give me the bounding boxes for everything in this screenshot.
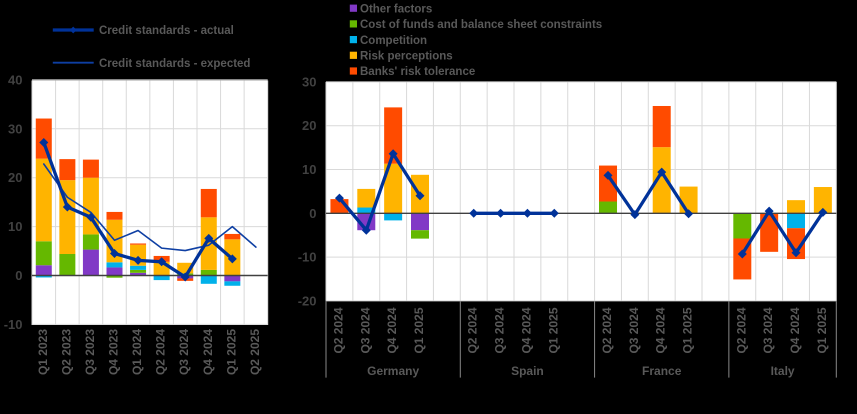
svg-text:Italy: Italy bbox=[771, 364, 795, 378]
svg-text:Q1 2023: Q1 2023 bbox=[36, 329, 50, 375]
svg-text:-10: -10 bbox=[4, 317, 23, 332]
svg-text:Banks' risk tolerance: Banks' risk tolerance bbox=[360, 66, 475, 78]
svg-text:Germany: Germany bbox=[367, 364, 419, 378]
svg-text:40: 40 bbox=[8, 72, 22, 87]
svg-text:10: 10 bbox=[8, 219, 22, 234]
svg-text:Credit standards - expected: Credit standards - expected bbox=[99, 58, 250, 70]
svg-text:Competition: Competition bbox=[360, 35, 427, 47]
svg-text:Q3 2024: Q3 2024 bbox=[358, 307, 372, 353]
svg-text:Q2 2024: Q2 2024 bbox=[600, 307, 614, 353]
svg-text:Q2 2024: Q2 2024 bbox=[734, 307, 748, 353]
svg-text:Risk perceptions: Risk perceptions bbox=[360, 51, 453, 63]
svg-text:Credit standards - actual: Credit standards - actual bbox=[99, 25, 234, 37]
svg-text:-20: -20 bbox=[298, 293, 317, 308]
svg-text:Q4 2024: Q4 2024 bbox=[201, 329, 215, 375]
svg-text:0: 0 bbox=[15, 268, 22, 283]
svg-text:30: 30 bbox=[8, 121, 22, 136]
svg-text:Spain: Spain bbox=[511, 364, 544, 378]
svg-text:20: 20 bbox=[302, 118, 316, 133]
svg-text:Q3 2024: Q3 2024 bbox=[627, 307, 641, 353]
svg-text:Q1 2025: Q1 2025 bbox=[224, 329, 238, 375]
svg-text:Q4 2023: Q4 2023 bbox=[107, 329, 121, 375]
svg-text:Q1 2025: Q1 2025 bbox=[546, 307, 560, 353]
svg-text:Q1 2025: Q1 2025 bbox=[412, 307, 426, 353]
svg-text:Q3 2024: Q3 2024 bbox=[177, 329, 191, 375]
svg-text:France: France bbox=[642, 364, 682, 378]
svg-text:Q4 2024: Q4 2024 bbox=[385, 307, 399, 353]
svg-text:Q3 2023: Q3 2023 bbox=[83, 329, 97, 375]
svg-text:Q2 2025: Q2 2025 bbox=[248, 329, 262, 375]
svg-text:10: 10 bbox=[302, 162, 316, 177]
svg-text:Cost of funds and balance shee: Cost of funds and balance sheet constrai… bbox=[360, 19, 602, 31]
svg-text:Q4 2024: Q4 2024 bbox=[654, 307, 668, 353]
svg-text:Other factors: Other factors bbox=[360, 3, 432, 15]
svg-text:Q1 2025: Q1 2025 bbox=[681, 307, 695, 353]
svg-text:Q3 2024: Q3 2024 bbox=[493, 307, 507, 353]
svg-text:Q3 2024: Q3 2024 bbox=[761, 307, 775, 353]
svg-text:-10: -10 bbox=[298, 250, 317, 265]
svg-text:Q4 2024: Q4 2024 bbox=[519, 307, 533, 353]
svg-text:30: 30 bbox=[302, 74, 316, 89]
svg-text:Q2 2023: Q2 2023 bbox=[59, 329, 73, 375]
svg-text:Q4 2024: Q4 2024 bbox=[788, 307, 802, 353]
svg-text:Q2 2024: Q2 2024 bbox=[466, 307, 480, 353]
svg-text:20: 20 bbox=[8, 170, 22, 185]
svg-text:Q2 2024: Q2 2024 bbox=[154, 329, 168, 375]
svg-text:Q2 2024: Q2 2024 bbox=[331, 307, 345, 353]
svg-text:Q1 2025: Q1 2025 bbox=[815, 307, 829, 353]
svg-text:Q1 2024: Q1 2024 bbox=[130, 329, 144, 375]
svg-text:0: 0 bbox=[309, 206, 316, 221]
